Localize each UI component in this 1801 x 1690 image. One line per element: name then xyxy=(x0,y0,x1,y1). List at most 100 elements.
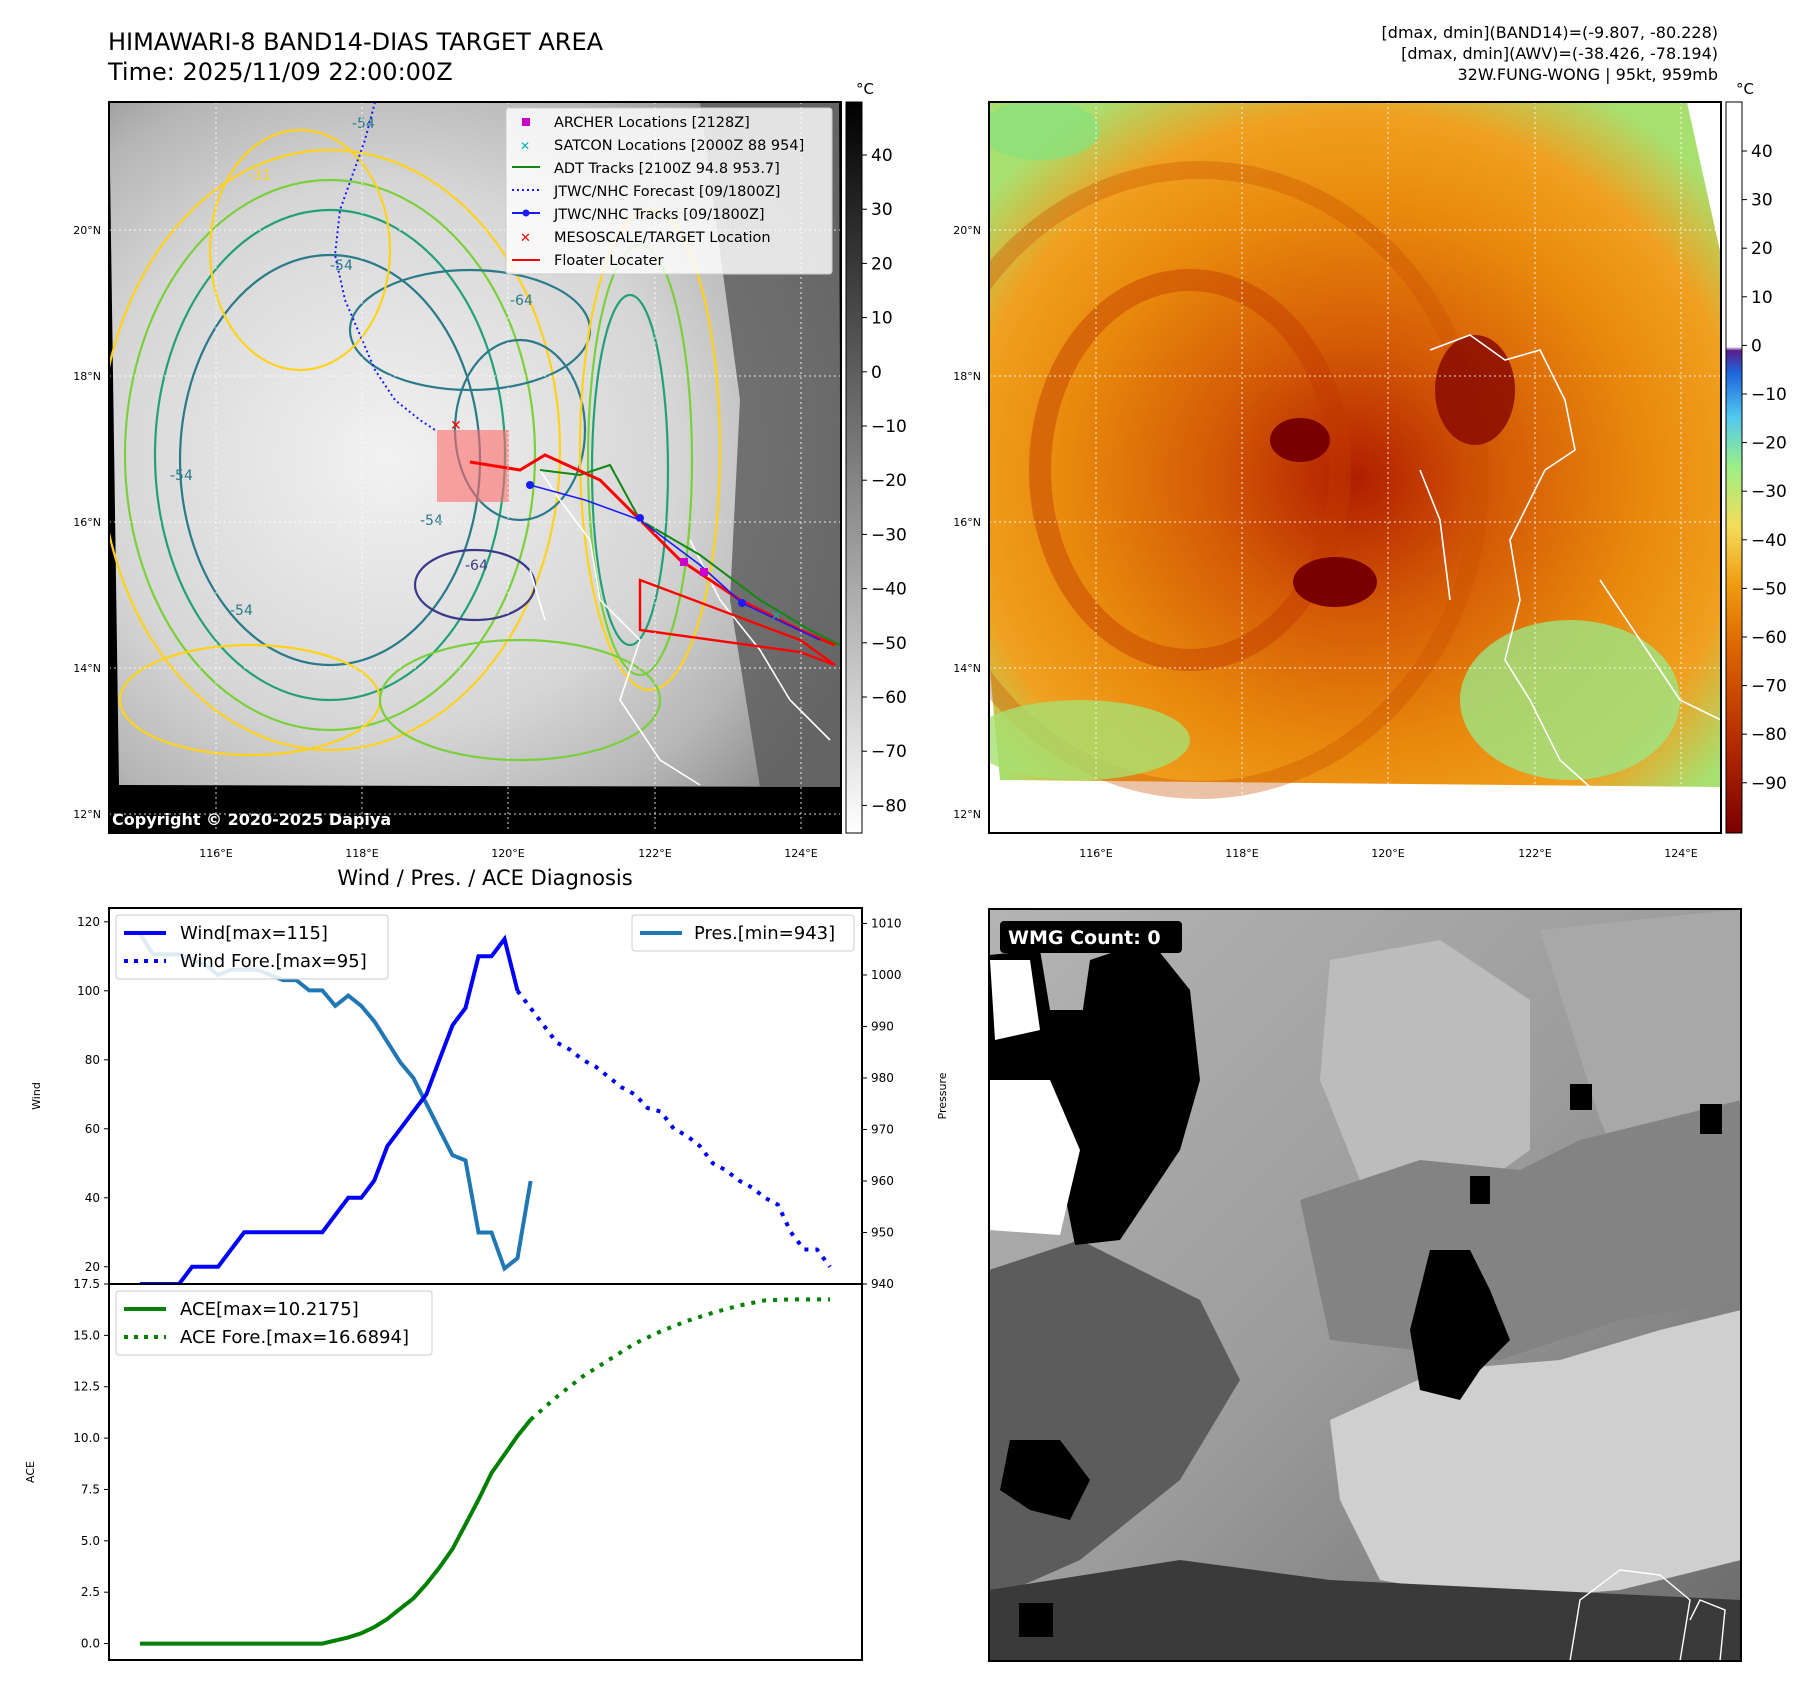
wmg-region xyxy=(989,1560,1741,1661)
colorbar-tick-label: −70 xyxy=(1751,677,1787,697)
wind-line xyxy=(140,934,520,1286)
wind-legend: Wind[max=115] Wind Fore.[max=95] xyxy=(115,914,389,980)
gray-colorbar xyxy=(845,101,863,834)
figure-title: HIMAWARI-8 BAND14-DIAS TARGET AREA xyxy=(108,28,604,56)
right-map-panel: 20°N 18°N 16°N 14°N 12°N 116°E 118°E 120… xyxy=(953,80,1787,860)
pressure-tick-label: 940 xyxy=(871,1277,894,1291)
awv-stats: [dmax, dmin](AWV)=(-38.426, -78.194) xyxy=(1401,44,1718,63)
lat-label: 14°N xyxy=(953,662,981,675)
ace-tick-label: 7.5 xyxy=(81,1482,100,1496)
colorbar-tick-label: 10 xyxy=(1751,288,1773,308)
ace-tick-label: 0.0 xyxy=(81,1637,100,1651)
lon-label: 120°E xyxy=(491,847,524,860)
pressure-tick-label: 980 xyxy=(871,1071,894,1085)
wmg-region xyxy=(1320,940,1530,1200)
ace-chart: 0.0 2.5 5.0 7.5 10.0 12.5 15.0 17.5 ACE ACE[max… xyxy=(24,1277,863,1661)
cold-cloud-top xyxy=(1270,418,1330,462)
contour-label: -54 xyxy=(170,468,193,484)
track-legend: ✕ ✕ ARCHER Locations [2128Z] SATCON Loca… xyxy=(505,107,833,275)
spiral-band xyxy=(1029,269,1351,671)
lat-label: 16°N xyxy=(73,516,101,529)
lon-label: 118°E xyxy=(1225,847,1258,860)
wmg-region xyxy=(1300,1100,1741,1360)
colorbar-tick-label: 0 xyxy=(1751,336,1762,356)
wind-y-ticks: 20 40 60 80 100 120 xyxy=(77,915,109,1274)
warm-region xyxy=(989,700,1190,780)
pressure-tick-label: 1000 xyxy=(871,968,902,982)
lon-label: 122°E xyxy=(638,847,671,860)
wind-tick-label: 80 xyxy=(85,1053,100,1067)
right-map-nodata xyxy=(1687,102,1721,255)
right-map-frame xyxy=(988,101,1722,834)
colorbar-tick-label: −10 xyxy=(1751,385,1787,405)
copyright-text: Copyright © 2020-2025 Dapiya xyxy=(112,810,391,829)
wmg-block-dark xyxy=(1019,1603,1053,1637)
ace-tick-label: 17.5 xyxy=(73,1277,100,1291)
color-colorbar-ticks: 40 30 20 10 0 −10 −20 −30 −40 −50 −60 −70 −80 −90 xyxy=(1742,142,1787,794)
wmg-count-badge xyxy=(1000,921,1182,953)
colorbar-tick-label: −50 xyxy=(871,634,907,654)
lat-label: 18°N xyxy=(73,370,101,383)
legend-label: JTWC/NHC Tracks [09/1800Z] xyxy=(553,207,765,223)
spiral-band xyxy=(989,161,1489,799)
band14-stats: [dmax, dmin](BAND14)=(-9.807, -80.228) xyxy=(1382,23,1718,42)
left-map-frame xyxy=(108,101,842,834)
cold-cloud-top xyxy=(1435,335,1515,445)
colorbar-tick-label: −30 xyxy=(1751,482,1787,502)
legend-archer-marker xyxy=(522,118,530,126)
colorbar-tick-label: −90 xyxy=(1751,774,1787,794)
floater-locator xyxy=(638,578,836,667)
lat-label: 16°N xyxy=(953,516,981,529)
pressure-tick-label: 1010 xyxy=(871,916,902,930)
wmg-panel: WMG Count: 0 xyxy=(988,908,1742,1662)
legend-label: JTWC/NHC Forecast [09/1800Z] xyxy=(553,184,780,200)
colorbar-tick-label: −50 xyxy=(1751,579,1787,599)
wmg-block-dark xyxy=(1570,1084,1592,1110)
ace-tick-label: 12.5 xyxy=(73,1380,100,1394)
legend-satcon-marker: ✕ xyxy=(520,139,530,153)
lon-label: 116°E xyxy=(1079,847,1112,860)
jtwc-track-point xyxy=(526,481,534,489)
colorbar-tick-label: 0 xyxy=(871,363,882,383)
wmg-block-dark xyxy=(1470,1176,1490,1204)
warm-region xyxy=(1460,620,1680,780)
contour-label: -54 xyxy=(352,116,375,132)
legend-jtwc-dot xyxy=(522,209,530,217)
ace-series-group xyxy=(140,1297,830,1646)
ace-tick-label: 15.0 xyxy=(73,1328,100,1342)
lat-label: 14°N xyxy=(73,662,101,675)
ace-tick-label: 10.0 xyxy=(73,1431,100,1445)
lon-label: 124°E xyxy=(784,847,817,860)
pressure-tick-label: 970 xyxy=(871,1122,894,1136)
wmg-count-label: WMG Count: 0 xyxy=(1008,927,1161,949)
wmg-frame xyxy=(988,908,1742,1662)
colorbar-tick-label: 20 xyxy=(871,254,893,274)
wmg-block-light xyxy=(990,960,1040,1040)
color-colorbar xyxy=(1725,101,1743,834)
colorbar-tick-label: −30 xyxy=(871,525,907,545)
pressure-tick-label: 990 xyxy=(871,1019,894,1033)
legend-label: ADT Tracks [2100Z 94.8 953.7] xyxy=(554,161,780,177)
contour-label: -31 xyxy=(248,168,271,184)
legend-label: ARCHER Locations [2128Z] xyxy=(554,115,750,131)
wind-pressure-chart: 20 40 60 80 100 120 940 950 960 970 980 990 1000 101… xyxy=(30,907,949,1291)
colorbar-tick-label: −20 xyxy=(871,471,907,491)
lon-label: 118°E xyxy=(345,847,378,860)
wmg-coastline xyxy=(1569,1569,1726,1661)
ace-line xyxy=(140,1418,533,1646)
gray-colorbar-unit: °C xyxy=(856,80,874,98)
colorbar-tick-label: −10 xyxy=(871,417,907,437)
colorbar-tick-label: 30 xyxy=(871,200,893,220)
legend-pressure-label: Pres.[min=943] xyxy=(694,923,835,944)
colorbar-tick-label: −20 xyxy=(1751,434,1787,454)
contour-label: -54 xyxy=(230,603,253,619)
legend-label: Floater Locater xyxy=(554,253,663,269)
legend-target-marker: ✕ xyxy=(520,231,531,246)
jtwc-track-point xyxy=(636,514,644,522)
wind-tick-label: 20 xyxy=(85,1260,100,1274)
wmg-block-dark xyxy=(1410,1250,1510,1400)
lon-label: 116°E xyxy=(199,847,232,860)
contour-label: -64 xyxy=(510,293,533,309)
wind-forecast-line xyxy=(515,989,832,1269)
wmg-block-dark xyxy=(1700,1104,1722,1134)
